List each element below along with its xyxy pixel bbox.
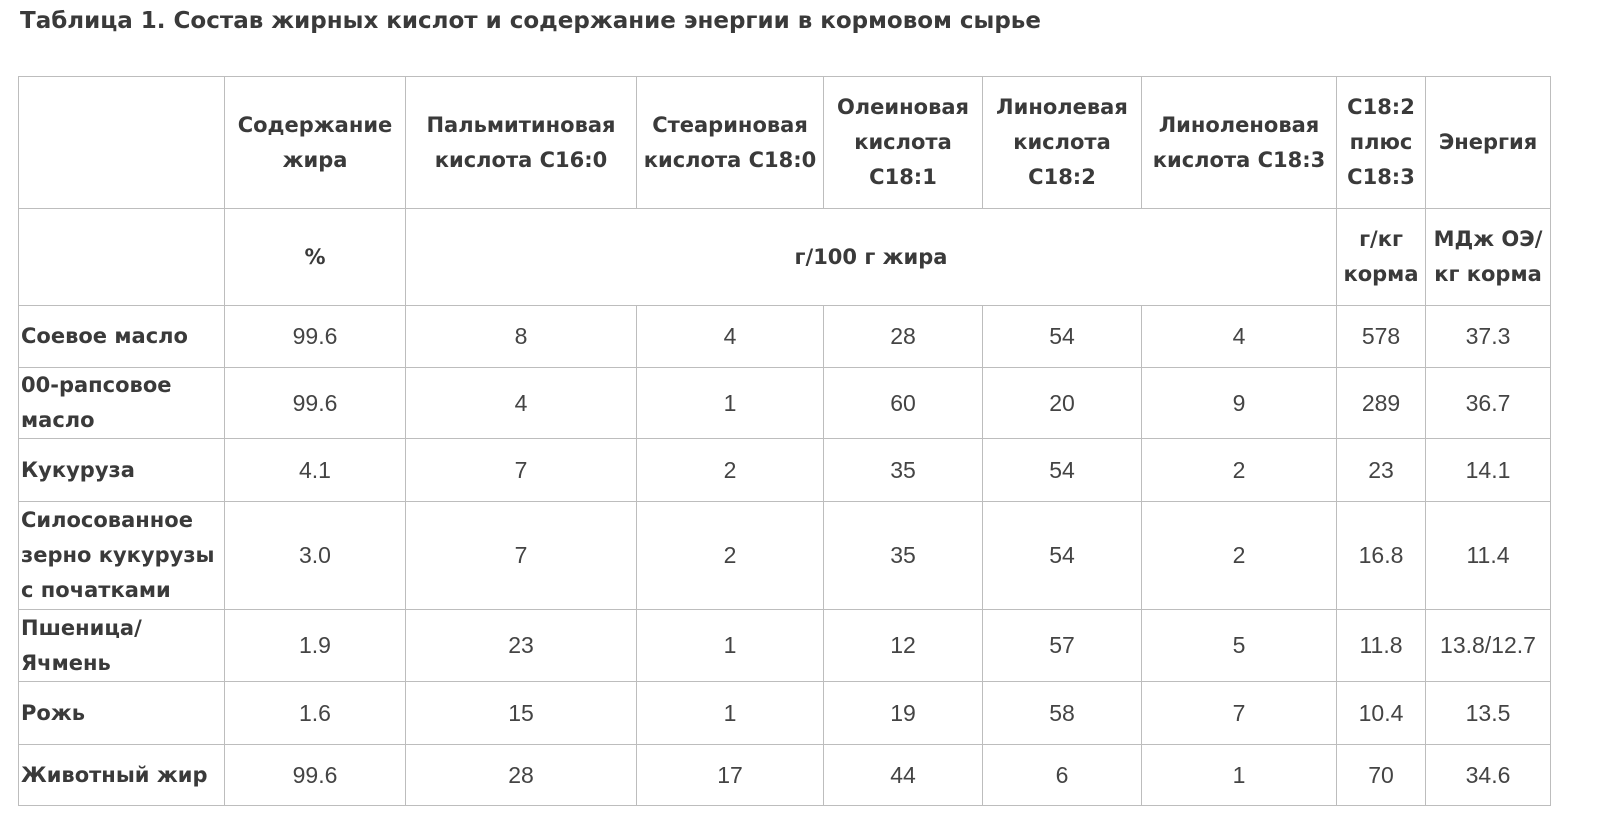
cell-oleic: 60 xyxy=(823,367,983,439)
cell-palmitic: 8 xyxy=(405,305,637,368)
unit-energy: МДж ОЭ/ кг корма xyxy=(1425,208,1551,306)
column-header-fat-content: Содержание жира xyxy=(224,76,406,209)
cell-linoleic: 58 xyxy=(982,681,1142,745)
cell-fat-content: 1.9 xyxy=(224,609,406,682)
cell-stearic: 4 xyxy=(636,305,824,368)
cell-linolenic: 1 xyxy=(1141,744,1337,806)
cell-fat-content: 1.6 xyxy=(224,681,406,745)
cell-oleic: 35 xyxy=(823,501,983,610)
column-header-stearic: Стеариновая кислота C18:0 xyxy=(636,76,824,209)
cell-stearic: 1 xyxy=(636,681,824,745)
cell-palmitic: 7 xyxy=(405,501,637,610)
table-row: Кукуруза 4.1 7 2 35 54 2 23 14.1 xyxy=(18,438,1551,502)
row-label: 00-рапсовое масло xyxy=(18,367,225,439)
unit-acids: г/100 г жира xyxy=(405,208,1337,306)
table-row: Соевое масло 99.6 8 4 28 54 4 578 37.3 xyxy=(18,305,1551,368)
cell-linoleic: 20 xyxy=(982,367,1142,439)
cell-oleic: 35 xyxy=(823,438,983,502)
cell-c18-sum: 70 xyxy=(1336,744,1426,806)
column-header-linoleic: Линолевая кислота C18:2 xyxy=(982,76,1142,209)
cell-c18-sum: 16.8 xyxy=(1336,501,1426,610)
cell-palmitic: 4 xyxy=(405,367,637,439)
row-label: Соевое масло xyxy=(18,305,225,368)
cell-linolenic: 5 xyxy=(1141,609,1337,682)
cell-c18-sum: 23 xyxy=(1336,438,1426,502)
cell-linoleic: 6 xyxy=(982,744,1142,806)
cell-c18-sum: 289 xyxy=(1336,367,1426,439)
cell-palmitic: 23 xyxy=(405,609,637,682)
row-label: Силосованное зерно кукурузы с початками xyxy=(18,501,225,610)
cell-stearic: 2 xyxy=(636,438,824,502)
cell-fat-content: 99.6 xyxy=(224,367,406,439)
cell-linoleic: 57 xyxy=(982,609,1142,682)
unit-fat-percent: % xyxy=(224,208,406,306)
cell-stearic: 1 xyxy=(636,367,824,439)
cell-oleic: 19 xyxy=(823,681,983,745)
cell-linolenic: 7 xyxy=(1141,681,1337,745)
cell-linoleic: 54 xyxy=(982,305,1142,368)
table-caption: Таблица 1. Состав жирных кислот и содерж… xyxy=(20,8,1041,34)
cell-c18-sum: 10.4 xyxy=(1336,681,1426,745)
cell-fat-content: 3.0 xyxy=(224,501,406,610)
cell-fat-content: 99.6 xyxy=(224,744,406,806)
fatty-acid-table: Содержание жира Пальмитиновая кислота C1… xyxy=(18,76,1551,806)
units-row: % г/100 г жира г/кг корма МДж ОЭ/ кг кор… xyxy=(18,208,1551,306)
row-label: Животный жир xyxy=(18,744,225,806)
cell-energy: 14.1 xyxy=(1425,438,1551,502)
cell-energy: 11.4 xyxy=(1425,501,1551,610)
cell-palmitic: 28 xyxy=(405,744,637,806)
header-corner xyxy=(18,76,225,209)
cell-oleic: 28 xyxy=(823,305,983,368)
units-corner xyxy=(18,208,225,306)
table-row: Пшеница/ Ячмень 1.9 23 1 12 57 5 11.8 13.8/12.7 xyxy=(18,609,1551,682)
cell-stearic: 2 xyxy=(636,501,824,610)
cell-fat-content: 4.1 xyxy=(224,438,406,502)
cell-linoleic: 54 xyxy=(982,438,1142,502)
cell-energy: 13.5 xyxy=(1425,681,1551,745)
column-header-oleic: Олеиновая кислота C18:1 xyxy=(823,76,983,209)
column-header-energy: Энергия xyxy=(1425,76,1551,209)
column-header-palmitic: Пальмитиновая кислота C16:0 xyxy=(405,76,637,209)
cell-c18-sum: 578 xyxy=(1336,305,1426,368)
table-row: Силосованное зерно кукурузы с початками 3… xyxy=(18,501,1551,610)
cell-oleic: 44 xyxy=(823,744,983,806)
cell-c18-sum: 11.8 xyxy=(1336,609,1426,682)
cell-linolenic: 2 xyxy=(1141,501,1337,610)
cell-linolenic: 4 xyxy=(1141,305,1337,368)
cell-energy: 34.6 xyxy=(1425,744,1551,806)
cell-linolenic: 2 xyxy=(1141,438,1337,502)
cell-palmitic: 15 xyxy=(405,681,637,745)
cell-stearic: 1 xyxy=(636,609,824,682)
cell-linolenic: 9 xyxy=(1141,367,1337,439)
row-label: Пшеница/ Ячмень xyxy=(18,609,225,682)
unit-sum: г/кг корма xyxy=(1336,208,1426,306)
cell-energy: 36.7 xyxy=(1425,367,1551,439)
header-row: Содержание жира Пальмитиновая кислота C1… xyxy=(18,76,1551,209)
cell-energy: 37.3 xyxy=(1425,305,1551,368)
cell-stearic: 17 xyxy=(636,744,824,806)
table-row: Рожь 1.6 15 1 19 58 7 10.4 13.5 xyxy=(18,681,1551,745)
cell-fat-content: 99.6 xyxy=(224,305,406,368)
table-row: 00-рапсовое масло 99.6 4 1 60 20 9 289 36.7 xyxy=(18,367,1551,439)
table-row: Животный жир 99.6 28 17 44 6 1 70 34.6 xyxy=(18,744,1551,806)
cell-linoleic: 54 xyxy=(982,501,1142,610)
row-label: Рожь xyxy=(18,681,225,745)
cell-oleic: 12 xyxy=(823,609,983,682)
column-header-c18-sum: C18:2 плюс C18:3 xyxy=(1336,76,1426,209)
row-label: Кукуруза xyxy=(18,438,225,502)
cell-palmitic: 7 xyxy=(405,438,637,502)
cell-energy: 13.8/12.7 xyxy=(1425,609,1551,682)
column-header-linolenic: Линоленовая кислота C18:3 xyxy=(1141,76,1337,209)
